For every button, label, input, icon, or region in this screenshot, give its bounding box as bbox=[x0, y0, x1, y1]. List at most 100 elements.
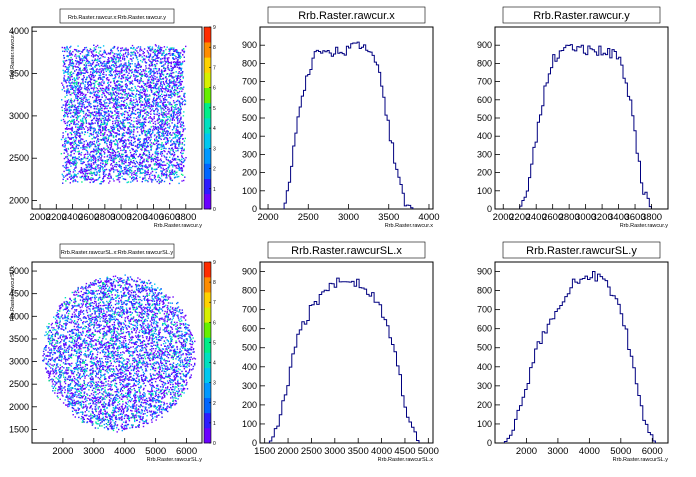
heatmap-cell bbox=[70, 144, 71, 145]
heatmap-cell bbox=[89, 173, 90, 174]
heatmap-cell bbox=[162, 78, 163, 79]
chart-title: Rrb.Raster.rawcurSL.x:Rrb.Raster.rawcurS… bbox=[61, 250, 173, 256]
heatmap-cell bbox=[88, 102, 89, 103]
heatmap-cell bbox=[104, 106, 105, 107]
heatmap-cell bbox=[125, 84, 126, 85]
heatmap-cell bbox=[100, 162, 101, 163]
heatmap-cell bbox=[122, 170, 123, 171]
heatmap-cell bbox=[73, 101, 74, 102]
heatmap-cell bbox=[82, 123, 83, 124]
heatmap-cell bbox=[120, 113, 121, 114]
heatmap-cell bbox=[150, 111, 151, 112]
heatmap-cell bbox=[130, 47, 131, 48]
heatmap-cell bbox=[162, 123, 163, 124]
heatmap-cell bbox=[140, 54, 141, 55]
heatmap-cell bbox=[155, 179, 156, 180]
heatmap-cell bbox=[183, 150, 184, 151]
heatmap-cell bbox=[82, 60, 83, 61]
heatmap-cell bbox=[174, 177, 175, 178]
heatmap-cell bbox=[139, 168, 140, 169]
heatmap-cell bbox=[143, 159, 144, 160]
heatmap-cell bbox=[137, 180, 138, 181]
heatmap-cell bbox=[141, 71, 142, 72]
heatmap-cell bbox=[103, 174, 104, 175]
heatmap-cell bbox=[135, 80, 136, 81]
heatmap-cell bbox=[123, 105, 124, 106]
heatmap-cell bbox=[167, 85, 168, 86]
palette-tick-label: 3 bbox=[213, 146, 216, 152]
heatmap-cell bbox=[87, 144, 88, 145]
heatmap-cell bbox=[89, 154, 90, 155]
heatmap-cell bbox=[145, 149, 146, 150]
heatmap-cell bbox=[148, 129, 149, 130]
heatmap-cell bbox=[62, 110, 63, 111]
heatmap-cell bbox=[153, 88, 154, 89]
heatmap-cell bbox=[110, 116, 111, 117]
heatmap-cell bbox=[181, 64, 182, 65]
heatmap-cell bbox=[180, 79, 181, 80]
heatmap-cell bbox=[139, 116, 140, 117]
heatmap-cell bbox=[127, 182, 128, 183]
heatmap-cell bbox=[140, 114, 141, 115]
heatmap-cell bbox=[118, 71, 119, 72]
heatmap-cell bbox=[167, 168, 168, 169]
heatmap-cell bbox=[151, 90, 152, 91]
heatmap-cell bbox=[158, 133, 159, 134]
heatmap-cell bbox=[173, 48, 174, 49]
heatmap-cell bbox=[132, 63, 133, 64]
heatmap-cell bbox=[158, 115, 159, 116]
heatmap-cell bbox=[168, 103, 169, 104]
heatmap-cell bbox=[156, 136, 157, 137]
heatmap-cell bbox=[114, 157, 115, 158]
heatmap-cell bbox=[151, 75, 152, 76]
heatmap-cell bbox=[179, 88, 180, 89]
heatmap-cell bbox=[96, 148, 97, 149]
heatmap-cell bbox=[169, 51, 170, 52]
heatmap-cell bbox=[100, 88, 101, 89]
heatmap-cell bbox=[104, 156, 105, 157]
heatmap-cell bbox=[71, 147, 72, 148]
heatmap-cell bbox=[150, 48, 151, 49]
heatmap-cell bbox=[80, 110, 81, 111]
heatmap-cell bbox=[125, 106, 126, 107]
heatmap-cell bbox=[127, 146, 128, 147]
heatmap-cell bbox=[120, 123, 121, 124]
heatmap-cell bbox=[149, 104, 150, 105]
heatmap-cell bbox=[146, 102, 147, 103]
heatmap-cell bbox=[87, 92, 88, 93]
heatmap-cell bbox=[123, 133, 124, 134]
heatmap-cell bbox=[152, 101, 153, 102]
heatmap-cell bbox=[148, 56, 149, 57]
heatmap-cell bbox=[162, 120, 163, 121]
heatmap-cell bbox=[146, 131, 147, 132]
heatmap-cell bbox=[81, 169, 82, 170]
heatmap-cell bbox=[182, 175, 183, 176]
heatmap-cell bbox=[148, 122, 149, 123]
heatmap-cell bbox=[145, 180, 146, 181]
heatmap-cell bbox=[116, 117, 117, 118]
heatmap-cell bbox=[171, 68, 172, 69]
heatmap-cell bbox=[141, 146, 142, 147]
heatmap-cell bbox=[148, 178, 149, 179]
heatmap-cell bbox=[91, 179, 92, 180]
heatmap-cell bbox=[161, 135, 162, 136]
heatmap-cell bbox=[126, 70, 127, 71]
heatmap-cell bbox=[137, 104, 138, 105]
heatmap-cell bbox=[102, 97, 103, 98]
heatmap-cell bbox=[79, 143, 80, 144]
heatmap-cell bbox=[94, 180, 95, 181]
heatmap-cell bbox=[77, 45, 78, 46]
heatmap-cell bbox=[122, 150, 123, 151]
heatmap-cell bbox=[167, 140, 168, 141]
heatmap-cell bbox=[127, 119, 128, 120]
heatmap-cell bbox=[152, 129, 153, 130]
heatmap-cell bbox=[97, 92, 98, 93]
heatmap-cell bbox=[162, 65, 163, 66]
heatmap-cell bbox=[83, 112, 84, 113]
heatmap-cell bbox=[115, 164, 116, 165]
heatmap-cell bbox=[168, 97, 169, 98]
heatmap-cell bbox=[144, 121, 145, 122]
heatmap-cell bbox=[176, 165, 177, 166]
heatmap-cell bbox=[160, 105, 161, 106]
heatmap-cell bbox=[98, 129, 99, 130]
